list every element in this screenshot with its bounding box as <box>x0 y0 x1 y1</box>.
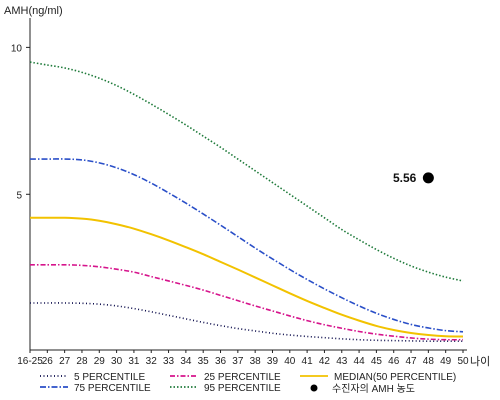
y-axis-label: AMH(ng/ml) <box>4 5 63 17</box>
x-tick-label: 16-25 <box>17 356 43 367</box>
x-tick-label: 29 <box>94 356 106 367</box>
legend-label: MEDIAN(50 PERCENTILE) <box>334 372 456 383</box>
x-tick-label: 38 <box>250 356 262 367</box>
patient-amh-point <box>422 172 434 184</box>
legend-label: 75 PERCENTILE <box>74 383 151 394</box>
x-tick-label: 43 <box>336 356 348 367</box>
x-tick-label: 27 <box>59 356 71 367</box>
x-tick-label: 47 <box>405 356 417 367</box>
series-line-5-percentile <box>30 302 463 343</box>
y-tick-label: 5 <box>16 190 22 201</box>
series-line-25-percentile <box>30 263 464 341</box>
legend-label: 수진자의 AMH 농도 <box>332 383 415 395</box>
x-tick-label: 28 <box>76 356 88 367</box>
x-tick-label: 37 <box>232 356 244 367</box>
x-tick-label: 49 <box>440 356 452 367</box>
x-tick-label: 41 <box>302 356 314 367</box>
x-tick-label: 36 <box>215 356 227 367</box>
patient-amh-value-label: 5.56 <box>393 171 417 185</box>
series-line-95-percentile <box>29 61 464 282</box>
legend-label: 95 PERCENTILE <box>204 383 281 394</box>
x-tick-label: 39 <box>267 356 279 367</box>
legend-label: 25 PERCENTILE <box>204 372 281 383</box>
x-tick-label: 34 <box>180 356 192 367</box>
series-line-median-50-percentile <box>29 216 464 338</box>
series-line-75-percentile <box>30 158 464 333</box>
x-tick-label: 45 <box>371 356 383 367</box>
x-tick-label: 31 <box>128 356 140 367</box>
x-axis-label: 나이 <box>470 355 490 368</box>
x-tick-label: 35 <box>198 356 210 367</box>
y-tick-label: 10 <box>11 43 23 54</box>
x-tick-label: 46 <box>388 356 400 367</box>
x-tick-label: 48 <box>423 356 435 367</box>
x-tick-label: 42 <box>319 356 331 367</box>
x-tick-label: 50 <box>457 356 469 367</box>
legend-swatch-patient <box>310 384 318 392</box>
x-tick-label: 26 <box>42 356 54 367</box>
x-tick-label: 32 <box>146 356 158 367</box>
x-tick-label: 44 <box>354 356 366 367</box>
legend-label: 5 PERCENTILE <box>74 372 145 383</box>
x-tick-label: 40 <box>284 356 296 367</box>
series-lines <box>29 61 464 343</box>
annotation-group: 5.56 <box>393 171 434 185</box>
x-tick-label: 33 <box>163 356 175 367</box>
x-tick-label: 30 <box>111 356 123 367</box>
